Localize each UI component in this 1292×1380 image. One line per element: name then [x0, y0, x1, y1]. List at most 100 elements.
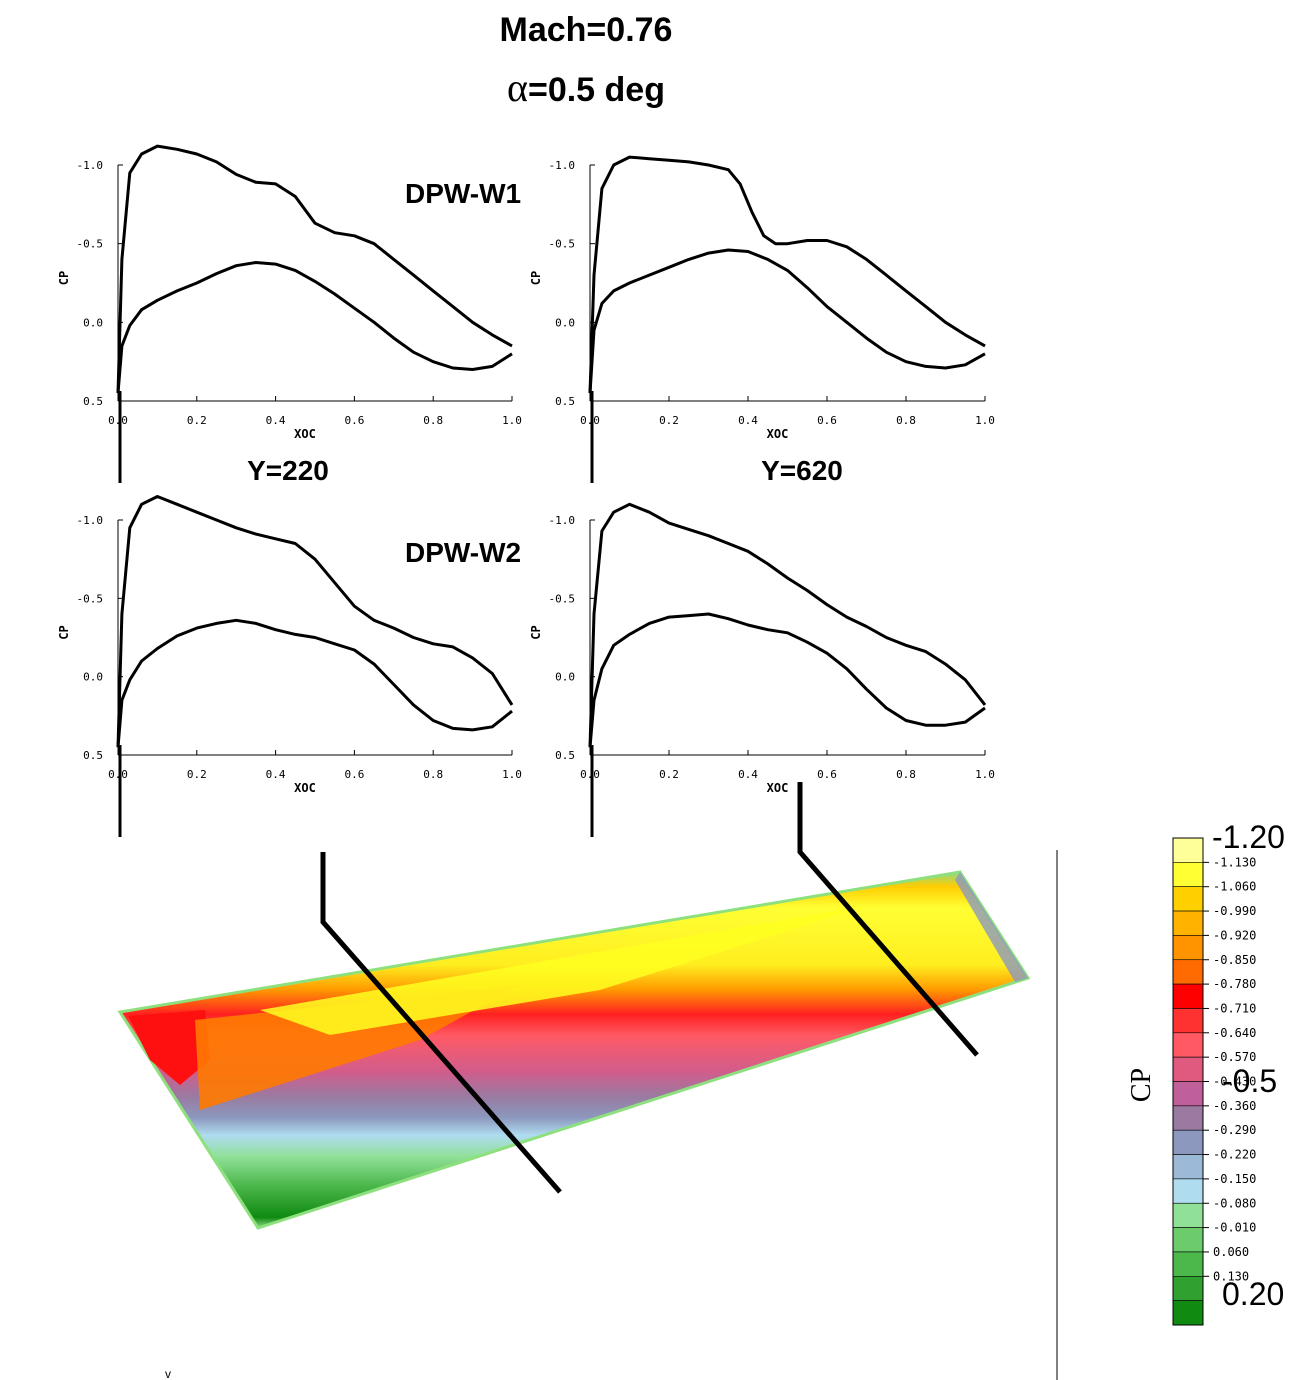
x-tick-label: 0.0 — [108, 414, 128, 427]
legend-level-label: -1.130 — [1213, 855, 1256, 869]
cp-panel-2: 0.0 0.2 0.4 0.6 0.8 1.0 -1.0 -0.5 0.0 0.5 XOC CP — [529, 155, 995, 483]
legend-swatch — [1172, 1105, 1204, 1131]
column-label-y620: Y=620 — [761, 455, 843, 486]
legend-level-label: -0.080 — [1213, 1196, 1256, 1210]
legend-level-label: -0.290 — [1213, 1123, 1256, 1137]
x-tick-label: 0.6 — [817, 414, 837, 427]
title-mach: Mach=0.76 — [500, 11, 673, 49]
legend-level-label: -0.850 — [1213, 953, 1256, 967]
cp-panel-1: 0.0 0.2 0.4 0.6 0.8 1.0 -1.0 -0.5 0.0 0.5 XOC CP — [57, 144, 522, 483]
legend-swatch — [1172, 959, 1204, 985]
y-tick-label: 0.5 — [83, 395, 103, 408]
column-label-y220: Y=220 — [247, 455, 329, 486]
lower-surface-cp-line — [116, 618, 513, 748]
y-tick-label: -1.0 — [549, 159, 576, 172]
upper-surface-cp-line — [116, 144, 513, 394]
legend-level-label: -0.920 — [1213, 928, 1256, 942]
upper-surface-cp-line — [116, 495, 514, 748]
x-axis-label: XOC — [294, 781, 316, 795]
row-label-w2: DPW-W2 — [405, 537, 521, 568]
legend-frame — [1172, 837, 1204, 1326]
y-axis-label: CP — [529, 271, 543, 285]
y-tick-label: -0.5 — [77, 592, 104, 605]
row-label-w1: DPW-W1 — [405, 178, 521, 209]
legend-swatch — [1172, 1202, 1204, 1228]
x-axis-label: XOC — [767, 427, 789, 441]
wing-tip-region — [955, 872, 1028, 982]
legend-swatch — [1172, 1300, 1204, 1326]
legend-level-label: 0.060 — [1213, 1245, 1249, 1259]
x-tick-label: 0.6 — [344, 768, 364, 781]
x-tick-label: 0.2 — [659, 414, 679, 427]
y-tick-label: -0.5 — [549, 592, 576, 605]
x-tick-label: 0.8 — [423, 768, 443, 781]
legend-level-label: -0.780 — [1213, 977, 1256, 991]
x-tick-label: 0.6 — [817, 768, 837, 781]
legend-title: CP — [1126, 1068, 1157, 1102]
section-cut-y620 — [797, 782, 979, 1057]
x-tick-label: 1.0 — [975, 414, 995, 427]
upper-surface-cp-line — [588, 502, 987, 748]
lower-surface-cp-line — [116, 261, 513, 394]
legend-swatch — [1172, 1276, 1204, 1301]
x-tick-label: 0.0 — [108, 768, 128, 781]
legend-level-label: -0.640 — [1213, 1026, 1256, 1040]
legend-swatch — [1172, 862, 1204, 887]
legend-swatch — [1172, 1251, 1204, 1277]
x-tick-label: 1.0 — [502, 414, 522, 427]
legend-swatch — [1172, 1178, 1204, 1204]
y-tick-label: -0.5 — [549, 238, 576, 251]
x-tick-label: 0.8 — [423, 414, 443, 427]
y-tick-label: -1.0 — [549, 514, 576, 527]
lower-surface-cp-line — [588, 612, 986, 748]
y-axis-label: CP — [57, 271, 71, 285]
legend-swatch — [1172, 1056, 1204, 1082]
legend-level-label: -1.060 — [1213, 880, 1256, 894]
x-tick-label: 0.2 — [659, 768, 679, 781]
legend-swatch — [1172, 1154, 1204, 1180]
x-tick-label: 1.0 — [975, 768, 995, 781]
x-axis-label: XOC — [767, 781, 789, 795]
legend-level-label: -0.150 — [1213, 1172, 1256, 1186]
x-axis-label: XOC — [294, 427, 316, 441]
legend-level-label: -0.360 — [1213, 1099, 1256, 1113]
x-tick-label: 0.4 — [266, 768, 286, 781]
x-tick-label: 0.0 — [580, 768, 600, 781]
y-tick-label: -1.0 — [77, 514, 104, 527]
x-tick-label: 0.0 — [580, 414, 600, 427]
legend-level-label: -0.010 — [1213, 1221, 1256, 1235]
legend-swatch — [1172, 886, 1204, 912]
x-tick-label: 0.8 — [896, 768, 916, 781]
legend-level-label: -0.990 — [1213, 904, 1256, 918]
legend-level-label: -0.220 — [1213, 1148, 1256, 1162]
lower-surface-cp-line — [588, 248, 986, 394]
x-tick-label: 0.2 — [187, 768, 207, 781]
y-tick-label: 0.0 — [555, 316, 575, 329]
alpha-symbol: α — [507, 65, 528, 110]
x-tick-label: 0.4 — [738, 768, 758, 781]
title-alpha: α=0.5 deg — [507, 65, 665, 110]
contour-legend: CP -1.20 -0.5 0.20 -1.130 -1.060 -0.990 -0.… — [1126, 819, 1285, 1326]
wing-contour — [117, 782, 1031, 1230]
legend-level-label: -0.570 — [1213, 1050, 1256, 1064]
y-axis-label: CP — [57, 625, 71, 639]
y-tick-label: 0.0 — [83, 671, 103, 684]
legend-level-label: -0.710 — [1213, 1001, 1256, 1015]
legend-swatch — [1172, 1081, 1204, 1107]
y-tick-label: -1.0 — [77, 159, 104, 172]
legend-swatch — [1172, 1032, 1204, 1058]
x-tick-label: 0.4 — [738, 414, 758, 427]
upper-surface-cp-line — [588, 155, 986, 394]
legend-max-label: -1.20 — [1212, 819, 1285, 855]
x-tick-label: 0.4 — [266, 414, 286, 427]
x-tick-label: 0.8 — [896, 414, 916, 427]
legend-swatch — [1172, 910, 1204, 936]
x-tick-label: 1.0 — [502, 768, 522, 781]
y-tick-label: 0.0 — [83, 316, 103, 329]
legend-mid-label: -0.5 — [1222, 1063, 1277, 1099]
y-tick-label: -0.5 — [77, 238, 104, 251]
legend-level-label: 0.130 — [1213, 1269, 1249, 1283]
legend-swatch — [1172, 837, 1204, 863]
y-axis-label: CP — [529, 625, 543, 639]
x-tick-label: 0.2 — [187, 414, 207, 427]
